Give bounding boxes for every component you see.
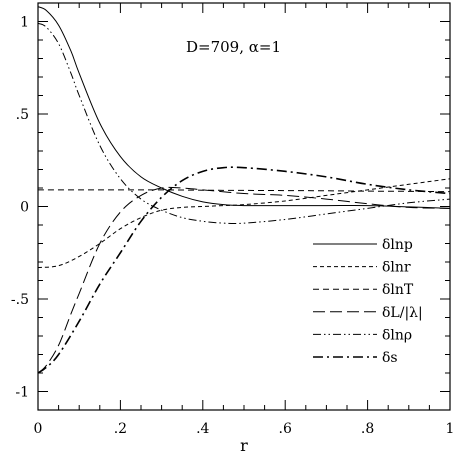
x-tick-label: .2: [114, 421, 127, 437]
x-axis-title: r: [240, 436, 248, 455]
legend-label: δlnp: [382, 237, 413, 253]
series-3-line: [38, 189, 451, 193]
legend: δlnp δlnr δlnT δL/|λ| δlnρ δs: [313, 237, 423, 366]
tick-labels-layer: 0 .2 .4 .6 .8 1 1 .5 0 -.5 -1: [11, 15, 455, 438]
series-2-line: [37, 178, 451, 269]
y-tick-label: 1: [20, 15, 29, 31]
series-5-line: [37, 22, 451, 225]
legend-label: δs: [382, 350, 398, 366]
legend-label: δlnr: [382, 260, 411, 276]
y-tick-label: .5: [16, 107, 29, 123]
y-tick-label: 0: [20, 200, 29, 216]
series-6-line: [37, 166, 451, 374]
legend-label: δL/|λ|: [382, 305, 423, 321]
series-4-line: [37, 186, 451, 374]
x-tick-label: 1: [446, 421, 455, 437]
y-tick-label: -.5: [11, 292, 29, 308]
x-tick-label: .6: [279, 421, 292, 437]
legend-label: δlnρ: [382, 327, 412, 343]
series-1-line: [37, 6, 451, 209]
x-tick-label: .4: [196, 421, 209, 437]
x-tick-label: 0: [34, 421, 43, 437]
x-tick-label: .8: [361, 421, 374, 437]
chart-annotation: D=709, α=1: [186, 38, 281, 56]
legend-label: δlnT: [382, 282, 414, 298]
y-tick-label: -1: [15, 385, 29, 401]
ticks-layer: [37, 3, 451, 410]
series-layer: [37, 6, 451, 374]
